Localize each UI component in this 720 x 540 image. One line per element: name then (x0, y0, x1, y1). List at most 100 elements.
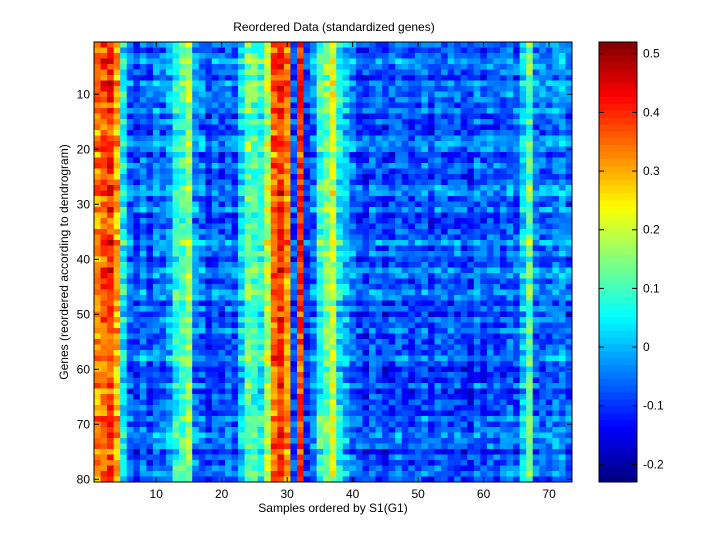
heatmap-cell (408, 410, 416, 417)
heatmap-cell (152, 344, 160, 351)
heatmap-cell (441, 113, 448, 120)
heatmap-cell (408, 344, 416, 351)
heatmap-cell (552, 388, 560, 395)
heatmap-cell (519, 383, 527, 389)
heatmap-cell (454, 185, 462, 191)
heatmap-cell (467, 124, 475, 131)
heatmap-cell (454, 394, 462, 400)
heatmap-cell (388, 322, 396, 329)
heatmap-cell (427, 278, 435, 285)
heatmap-cell (179, 135, 187, 142)
heatmap-cell (506, 295, 514, 301)
heatmap-cell (355, 102, 363, 109)
heatmap-cell (480, 366, 488, 373)
heatmap-cell (172, 240, 180, 246)
heatmap-cell (257, 201, 265, 208)
heatmap-cell (172, 152, 180, 158)
heatmap-cell (113, 141, 121, 147)
heatmap-cell (414, 196, 422, 202)
heatmap-cell (467, 108, 475, 114)
heatmap-cell (224, 212, 232, 219)
heatmap-cell (565, 53, 573, 59)
heatmap-cell (126, 328, 134, 334)
heatmap-cell (434, 152, 442, 158)
heatmap-cell (421, 152, 429, 158)
heatmap-cell (126, 174, 134, 180)
heatmap-cell (277, 91, 285, 98)
heatmap-cell (499, 256, 507, 263)
heatmap-cell (447, 75, 455, 81)
heatmap-cell (277, 146, 285, 153)
heatmap-cell (211, 273, 219, 279)
heatmap-cell (480, 152, 488, 158)
heatmap-cell (388, 168, 396, 175)
heatmap-cell (342, 42, 350, 48)
heatmap-cell (120, 388, 128, 395)
heatmap-cell (519, 366, 527, 373)
heatmap-cell (159, 322, 167, 329)
heatmap-cell (454, 113, 462, 120)
heatmap-cell (441, 69, 448, 76)
heatmap-cell (185, 328, 193, 334)
heatmap-cell (526, 119, 534, 125)
heatmap-cell (283, 333, 291, 340)
heatmap-cell (264, 223, 272, 230)
heatmap-cell (414, 399, 422, 406)
heatmap-cell (349, 157, 357, 164)
heatmap-cell (166, 91, 173, 98)
heatmap-cell (552, 179, 560, 186)
heatmap-cell (434, 267, 442, 274)
heatmap-cell (486, 300, 494, 307)
heatmap-cell (473, 168, 481, 175)
heatmap-cell (473, 344, 481, 351)
heatmap-cell (447, 229, 455, 235)
heatmap-cell (513, 113, 521, 120)
heatmap-cell (532, 130, 540, 136)
heatmap-cell (290, 267, 298, 274)
heatmap-cell (264, 262, 272, 268)
heatmap-cell (388, 394, 396, 400)
heatmap-cell (224, 124, 232, 131)
heatmap-cell (120, 113, 128, 120)
heatmap-cell (277, 42, 285, 48)
heatmap-cell (238, 394, 245, 400)
heatmap-cell (277, 130, 285, 136)
heatmap-cell (211, 377, 219, 384)
heatmap-cell (336, 251, 344, 257)
heatmap-cell (290, 196, 298, 202)
heatmap-cell (296, 212, 304, 219)
heatmap-cell (558, 333, 566, 340)
heatmap-cell (421, 399, 429, 406)
heatmap-cell (513, 240, 521, 246)
heatmap-cell (100, 388, 108, 395)
heatmap-cell (152, 229, 160, 235)
heatmap-cell (303, 234, 311, 241)
heatmap-cell (205, 284, 213, 290)
heatmap-cell (211, 394, 219, 400)
heatmap-cell (395, 278, 403, 285)
heatmap-cell (120, 245, 128, 252)
heatmap-cell (388, 86, 396, 92)
heatmap-cell (506, 245, 514, 252)
heatmap-cell (120, 152, 128, 158)
heatmap-cell (238, 361, 245, 367)
heatmap-cell (270, 152, 278, 158)
heatmap-cell (107, 168, 115, 175)
heatmap-cell (283, 300, 291, 307)
heatmap-cell (388, 405, 396, 411)
heatmap-cell (395, 86, 403, 92)
heatmap-cell (205, 113, 213, 120)
heatmap-cell (107, 399, 115, 406)
heatmap-cell (94, 410, 101, 417)
heatmap-cell (362, 207, 370, 213)
heatmap-cell (467, 141, 475, 147)
heatmap-cell (303, 306, 311, 312)
heatmap-cell (349, 350, 357, 356)
heatmap-cell (519, 410, 527, 417)
heatmap-cell (401, 152, 409, 158)
heatmap-cell (558, 108, 566, 114)
heatmap-cell (100, 108, 108, 114)
heatmap-cell (447, 124, 455, 131)
heatmap-cell (434, 256, 442, 263)
heatmap-cell (277, 47, 285, 54)
